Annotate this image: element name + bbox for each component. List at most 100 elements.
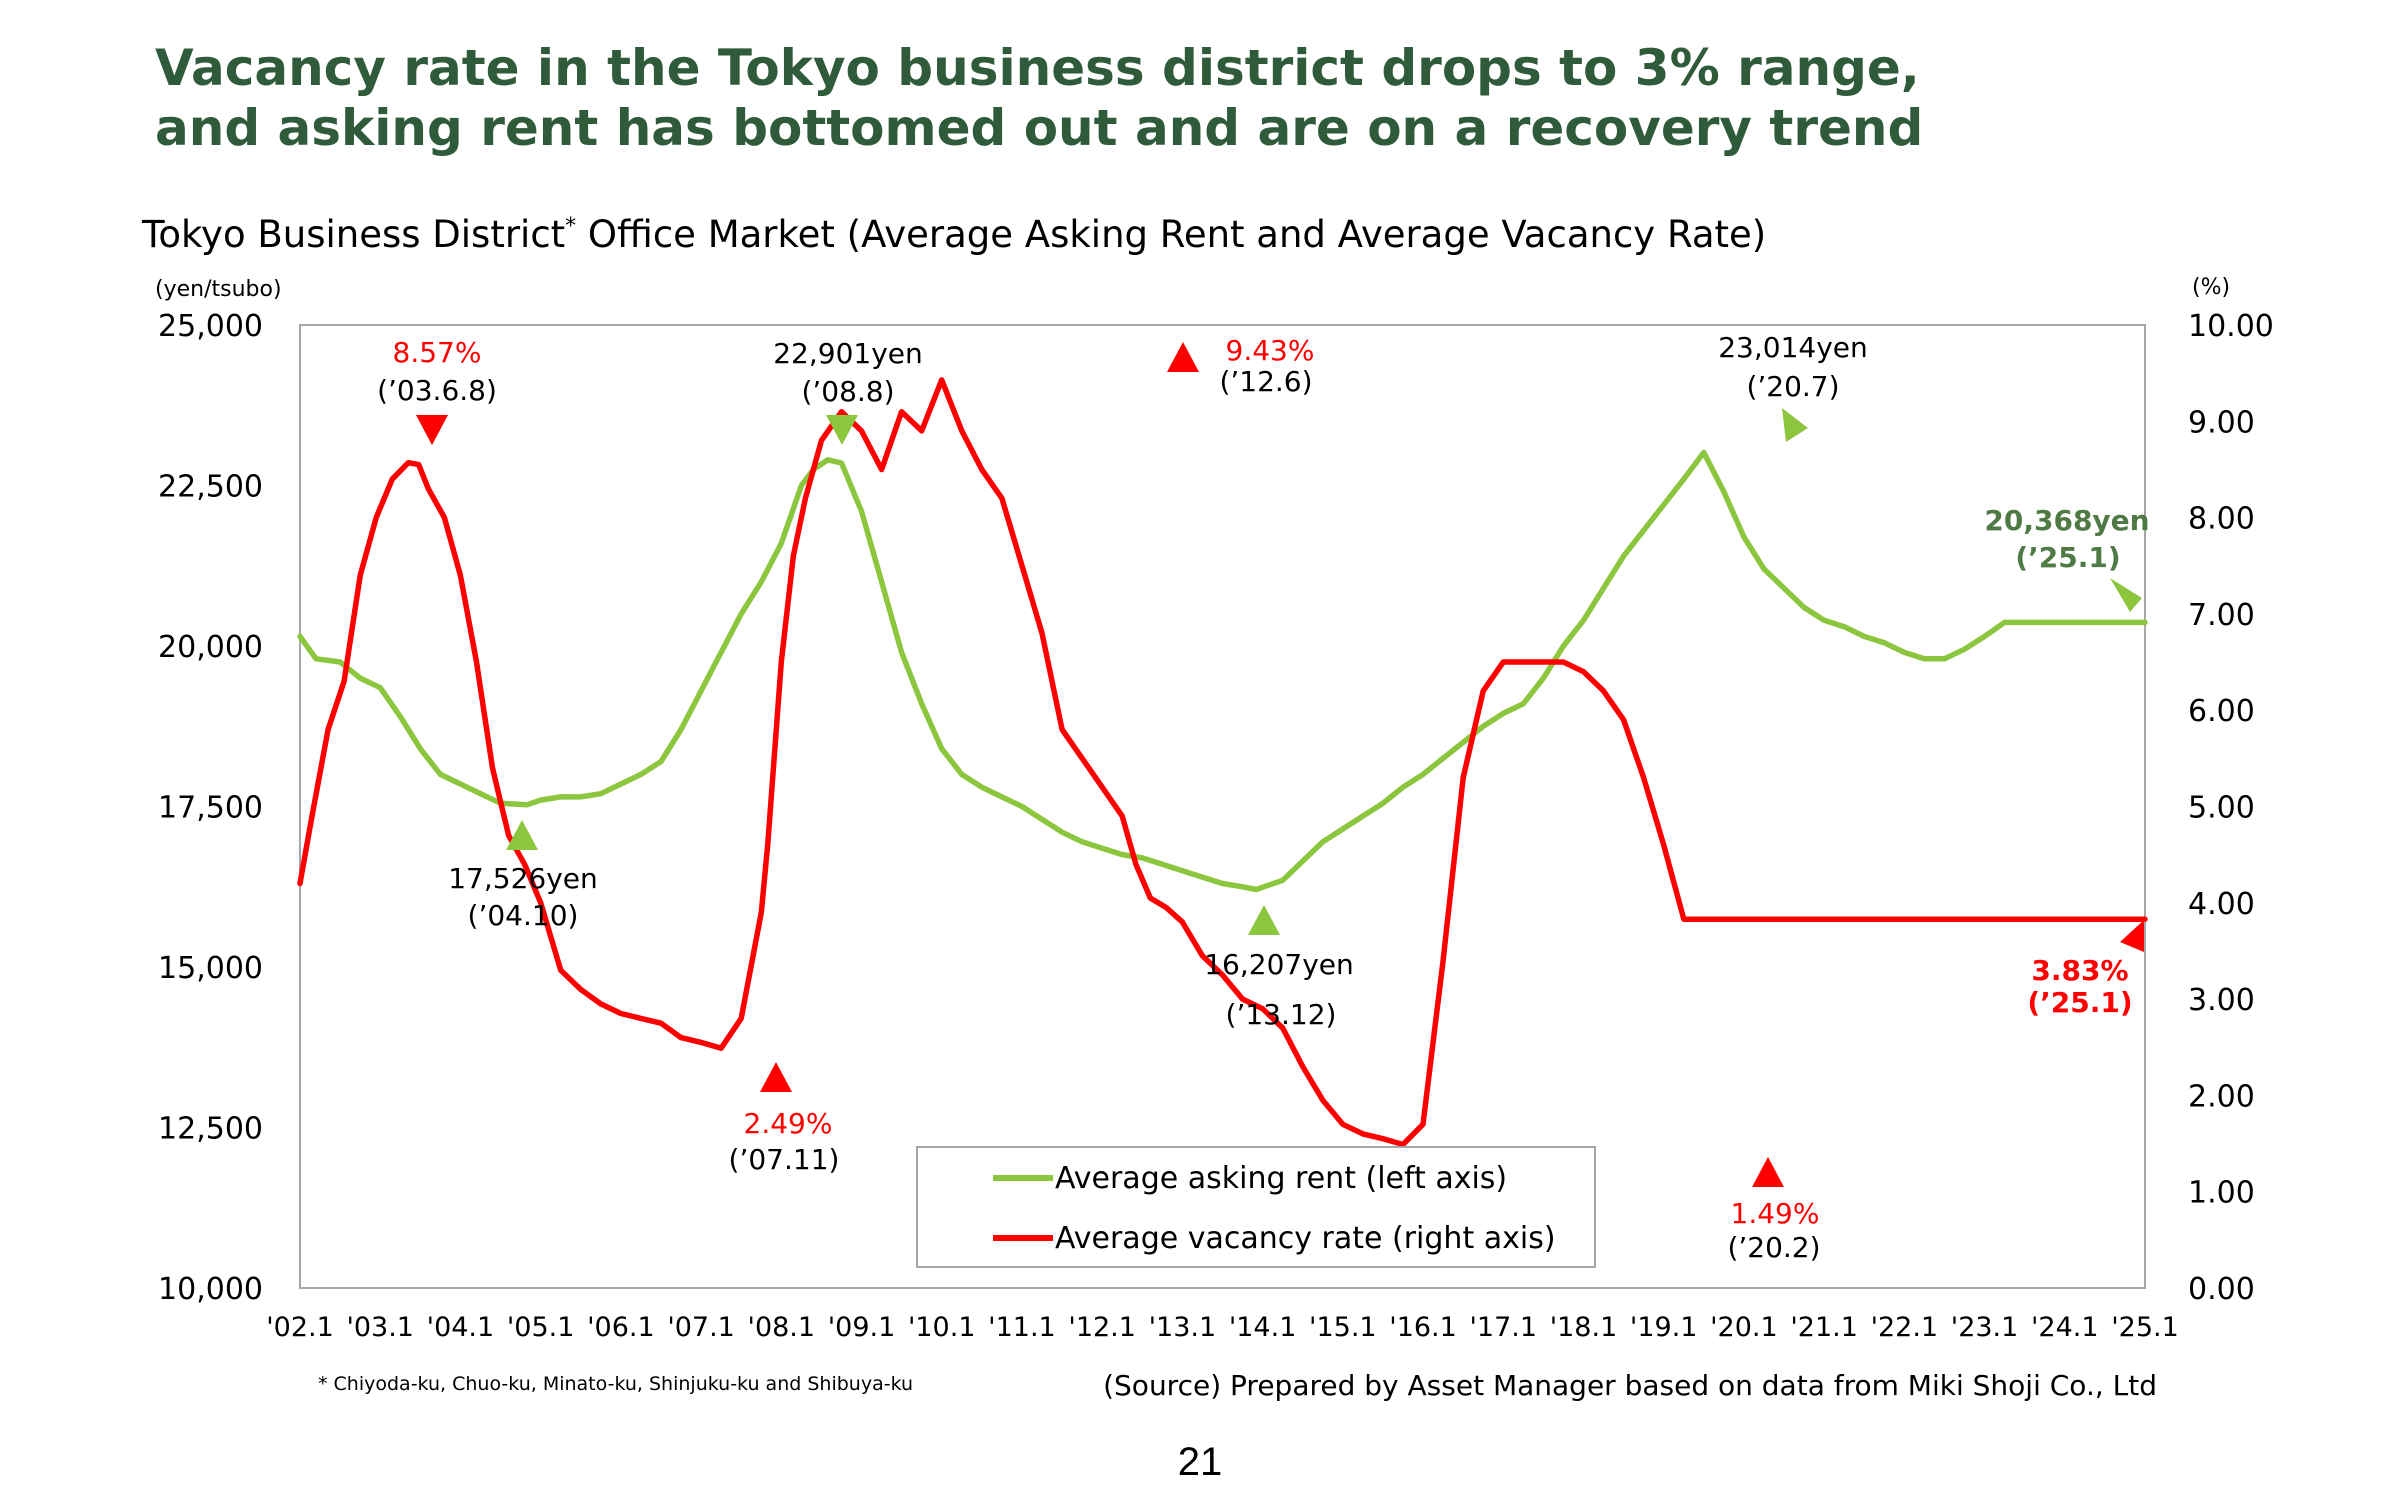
legend-rent-label: Average asking rent (left axis) [1055,1161,1507,1196]
right-tick-label: 7.00 [2188,598,2255,633]
annotation-value: 3.83% [2031,954,2128,987]
left-tick-label: 20,000 [158,630,263,665]
right-tick-label: 4.00 [2188,887,2255,922]
left-axis-unit: (yen/tsubo) [155,277,282,302]
right-tick-label: 10.00 [2188,309,2274,344]
x-tick-label: '25.1 [2111,1312,2179,1343]
marker-vacancy-2025 [2120,920,2144,952]
right-tick-label: 9.00 [2188,405,2255,440]
chart-title-rest: Office Market (Average Asking Rent and A… [576,213,1766,256]
annotation-date: (’20.7) [1746,370,1839,403]
annotation-value: 16,207yen [1204,948,1354,981]
annotation-rent-2020: 23,014yen (’20.7) [1718,331,1868,403]
x-tick-label: '07.1 [667,1312,735,1343]
right-tick-label: 0.00 [2188,1272,2255,1307]
x-tick-label: '23.1 [1951,1312,2019,1343]
annotation-date: (’25.1) [2015,541,2120,574]
x-tick-label: '14.1 [1229,1312,1297,1343]
right-tick-label: 2.00 [2188,1079,2255,1114]
annotation-date: (’04.10) [468,899,579,932]
annotation-value: 20,368yen [1984,504,2149,537]
page-number: 21 [1177,1440,1223,1484]
x-tick-label: '16.1 [1389,1312,1457,1343]
annotation-vacancy-2003: 8.57% (’03.6.8) [377,336,497,407]
marker-rent-peak-2008 [826,415,858,445]
right-axis-ticks: 10.00 9.00 8.00 7.00 6.00 5.00 4.00 3.00 2.00 1.0… [2188,309,2274,1307]
annotation-rent-2008: 22,901yen (’08.8) [773,337,923,408]
annotation-value: 1.49% [1731,1197,1820,1230]
marker-vacancy-trough-2020 [1752,1157,1784,1187]
annotation-date: (’13.12) [1226,998,1337,1031]
right-tick-label: 3.00 [2188,983,2255,1018]
annotation-rent-2013: 16,207yen (’13.12) [1204,948,1354,1031]
annotation-date: (’25.1) [2027,986,2132,1019]
headline-line-1: Vacancy rate in the Tokyo business distr… [155,39,1920,97]
x-tick-label: '06.1 [587,1312,655,1343]
x-tick-label: '02.1 [266,1312,334,1343]
rent-series-line [297,449,2148,893]
x-tick-label: '12.1 [1068,1312,1136,1343]
x-tick-label: '11.1 [988,1312,1056,1343]
x-axis-ticks: '02.1 '03.1 '04.1 '05.1 '06.1 '07.1 '08.1 '09.1… [266,1312,2179,1343]
right-tick-label: 6.00 [2188,694,2255,729]
marker-rent-2025 [2110,578,2142,612]
annotation-value: 2.49% [744,1107,833,1140]
annotation-date: (’03.6.8) [377,374,497,407]
annotation-value: 9.43% [1226,334,1315,367]
x-tick-label: '05.1 [507,1312,575,1343]
annotation-vacancy-2012: 9.43% (’12.6) [1219,334,1314,398]
annotation-value: 23,014yen [1718,331,1868,364]
headline: Vacancy rate in the Tokyo business distr… [155,38,1923,158]
right-tick-label: 5.00 [2188,791,2255,826]
marker-vacancy-peak-2003 [416,415,448,445]
annotation-date: (’07.11) [729,1143,840,1176]
right-axis-unit: (%) [2192,275,2230,300]
left-tick-label: 15,000 [158,951,263,986]
annotation-date: (’12.6) [1219,365,1312,398]
footnote: * Chiyoda-ku, Chuo-ku, Minato-ku, Shinju… [318,1373,913,1395]
left-tick-label: 10,000 [158,1272,263,1307]
chart-title-footnote-mark: * [565,214,576,239]
annotation-vacancy-2007: 2.49% (’07.11) [729,1107,840,1176]
headline-line-2: and asking rent has bottomed out and are… [155,99,1924,157]
annotation-vacancy-2020: 1.49% (’20.2) [1727,1197,1820,1264]
x-tick-label: '21.1 [1790,1312,1858,1343]
left-tick-label: 25,000 [158,309,263,344]
legend: Average asking rent (left axis) Average … [916,1146,1596,1268]
x-tick-label: '10.1 [908,1312,976,1343]
x-tick-label: '19.1 [1630,1312,1698,1343]
marker-rent-peak-2020 [1782,408,1808,442]
marker-vacancy-trough-2007 [760,1062,792,1092]
x-tick-label: '08.1 [748,1312,816,1343]
x-tick-label: '20.1 [1710,1312,1778,1343]
annotation-vacancy-2025: 3.83% (’25.1) [2027,954,2132,1019]
annotation-date: (’20.2) [1727,1231,1820,1264]
left-tick-label: 17,500 [158,791,263,826]
annotation-rent-2004: 17,526yen (’04.10) [448,862,598,932]
left-tick-label: 22,500 [158,470,263,505]
marker-rent-trough-2013 [1248,905,1280,935]
plot-area-frame [299,324,2146,1289]
x-tick-label: '17.1 [1469,1312,1537,1343]
right-tick-label: 1.00 [2188,1176,2255,1211]
legend-vacancy-label: Average vacancy rate (right axis) [1055,1221,1556,1256]
x-tick-label: '24.1 [2031,1312,2099,1343]
annotation-value: 22,901yen [773,337,923,370]
x-tick-label: '09.1 [828,1312,896,1343]
chart-title-main: Tokyo Business District [141,213,565,256]
vacancy-series-line [297,377,2148,1148]
marker-vacancy-peak-2012 [1167,342,1199,372]
annotation-value: 8.57% [393,336,482,369]
annotation-rent-2025: 20,368yen (’25.1) [1984,504,2149,574]
left-tick-label: 12,500 [158,1112,263,1147]
annotation-date: (’08.8) [801,375,894,408]
left-axis-ticks: 25,000 22,500 20,000 17,500 15,000 12,500 10,0… [158,309,263,1307]
source-note: (Source) Prepared by Asset Manager based… [1103,1369,2157,1402]
annotation-value: 17,526yen [448,862,598,895]
marker-rent-trough-2004 [506,820,538,850]
legend-box [916,1146,1596,1268]
chart-title: Tokyo Business District* Office Market (… [141,213,1766,256]
x-tick-label: '22.1 [1871,1312,1939,1343]
x-tick-label: '04.1 [427,1312,495,1343]
